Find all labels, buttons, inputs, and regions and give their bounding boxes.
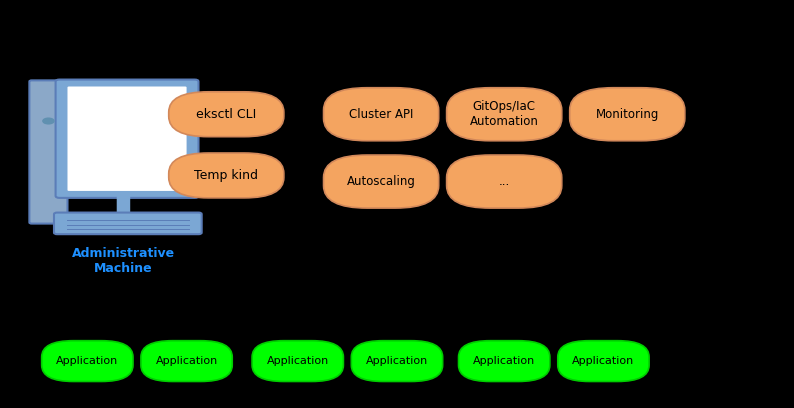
FancyBboxPatch shape: [29, 80, 67, 224]
FancyBboxPatch shape: [351, 341, 443, 381]
Text: Autoscaling: Autoscaling: [347, 175, 415, 188]
Text: ...: ...: [499, 175, 510, 188]
FancyBboxPatch shape: [168, 92, 283, 137]
Text: Application: Application: [366, 356, 428, 366]
FancyBboxPatch shape: [117, 195, 130, 215]
Text: Temp kind: Temp kind: [195, 169, 258, 182]
FancyBboxPatch shape: [557, 341, 649, 381]
Text: Application: Application: [56, 356, 118, 366]
FancyBboxPatch shape: [446, 88, 562, 141]
FancyBboxPatch shape: [56, 80, 198, 198]
FancyBboxPatch shape: [41, 341, 133, 381]
Text: Monitoring: Monitoring: [596, 108, 659, 121]
Text: GitOps/IaC
Automation: GitOps/IaC Automation: [470, 100, 538, 128]
Circle shape: [43, 118, 54, 124]
Text: Application: Application: [156, 356, 218, 366]
Text: Application: Application: [473, 356, 535, 366]
Text: Administrative
Machine: Administrative Machine: [71, 247, 175, 275]
Text: eksctl CLI: eksctl CLI: [196, 108, 256, 121]
Text: Application: Application: [572, 356, 634, 366]
FancyBboxPatch shape: [252, 341, 343, 381]
FancyBboxPatch shape: [141, 341, 232, 381]
FancyBboxPatch shape: [324, 88, 438, 141]
Text: Application: Application: [267, 356, 329, 366]
FancyBboxPatch shape: [67, 86, 187, 191]
Text: Cluster API: Cluster API: [349, 108, 414, 121]
FancyBboxPatch shape: [570, 88, 684, 141]
FancyBboxPatch shape: [168, 153, 283, 198]
FancyBboxPatch shape: [459, 341, 549, 381]
FancyBboxPatch shape: [446, 155, 562, 208]
FancyBboxPatch shape: [324, 155, 438, 208]
FancyBboxPatch shape: [54, 213, 202, 234]
